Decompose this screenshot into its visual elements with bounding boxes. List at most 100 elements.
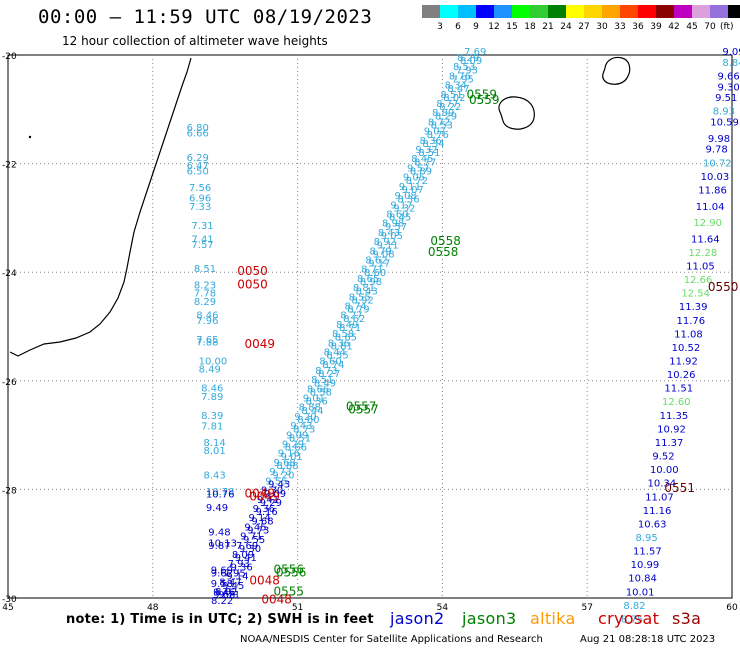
- time-label: 0049: [249, 489, 280, 503]
- track-value: 8.71: [361, 265, 383, 276]
- track-value: 8.98: [382, 219, 404, 230]
- track-value: 10.52: [672, 343, 701, 354]
- track-value: 8.34: [422, 139, 444, 150]
- track-value: 8.77: [414, 157, 436, 168]
- time-label: 0555: [273, 584, 304, 598]
- time-label: 0558: [428, 245, 459, 259]
- legend-swatch: [602, 5, 620, 18]
- track-value: 9.55: [243, 535, 265, 546]
- track-value: 6.47: [187, 161, 209, 172]
- track-value: 9.20: [294, 412, 316, 423]
- track-value: 12.66: [684, 275, 713, 286]
- track-value: 8.29: [457, 53, 479, 64]
- track-value: 8.65: [357, 274, 379, 285]
- legend-label: 33: [614, 22, 626, 32]
- legend-label: 9: [473, 22, 479, 32]
- track-value: 7.89: [201, 392, 223, 403]
- legend-swatch: [566, 5, 584, 18]
- track-value: 9.07: [424, 127, 446, 138]
- time-label: 0559: [469, 93, 500, 107]
- track-value: 9.98: [708, 134, 730, 145]
- track-value: 8.01: [203, 446, 225, 457]
- track-value: 9.05: [403, 173, 425, 184]
- track-value: 9.41: [235, 553, 257, 564]
- track-value: 11.37: [655, 438, 684, 449]
- track-value: 8.51: [440, 90, 462, 101]
- track-value: 9.69: [211, 566, 233, 577]
- legend-label: 3: [437, 22, 443, 32]
- track-value: 8.81: [353, 283, 375, 294]
- track-value: 8.29: [435, 111, 457, 122]
- track-value: 9.29: [260, 498, 282, 509]
- track-value: 8.79: [347, 305, 369, 316]
- track-value: 8.44: [324, 348, 346, 359]
- track-value: 10.92: [657, 424, 686, 435]
- track-value: 8.58: [310, 388, 332, 399]
- track-value: 8.60: [364, 268, 386, 279]
- legend-swatch: [584, 5, 602, 18]
- track-value: 8.65: [335, 332, 357, 343]
- track-value: 10.78: [206, 487, 235, 498]
- track-value: 9.36: [253, 504, 275, 515]
- reunion-island: [498, 96, 535, 130]
- track-value: 8.53: [453, 62, 475, 73]
- legend-label: 42: [668, 22, 680, 32]
- legend-label: 39: [650, 22, 662, 32]
- legend-swatch: [620, 5, 638, 18]
- islet-marker: [28, 135, 32, 139]
- track-value: 9.57: [385, 222, 407, 233]
- track-value: 7.93: [456, 65, 478, 76]
- track-value: 9.73: [269, 467, 291, 478]
- track-value: 9.07: [402, 185, 424, 196]
- track-value: 9.17: [390, 200, 412, 211]
- track-value: 11.08: [674, 329, 703, 340]
- track-value: 8.22: [439, 102, 461, 113]
- track-value: 8.02: [443, 93, 465, 104]
- track-value: 8.84: [722, 58, 740, 69]
- track-value: 8.45: [411, 154, 433, 165]
- lon-label: 54: [437, 603, 449, 613]
- time-label: 0550: [708, 280, 739, 294]
- track-value: 8.27: [340, 311, 362, 322]
- track-value: 8.47: [447, 84, 469, 95]
- track-value: 8.60: [319, 357, 341, 368]
- track-value: 9.17: [368, 259, 390, 270]
- track-value: 10.13: [208, 538, 237, 549]
- track-value: 9.45: [244, 522, 266, 533]
- time-label: 0556: [273, 563, 304, 577]
- satellite-cryosat: cryosat: [598, 609, 660, 628]
- lat-label: -26: [2, 378, 17, 388]
- track-value: 10.84: [628, 574, 657, 585]
- track-value: 7.41: [191, 234, 213, 245]
- track-value: 7.69: [464, 47, 486, 58]
- legend-swatch: [728, 5, 740, 18]
- legend-swatch: [422, 5, 440, 18]
- track-value: 9.41: [257, 495, 279, 506]
- satellite-altika: altika: [530, 609, 576, 628]
- track-value: 9.16: [256, 507, 278, 518]
- track-value: 8.14: [203, 438, 225, 449]
- track-value: 8.62: [343, 314, 365, 325]
- track-value: 8.93: [713, 107, 735, 118]
- track-value: 9.36: [230, 562, 252, 573]
- track-value: 8.88: [299, 403, 321, 414]
- track-value: 8.23: [194, 280, 216, 291]
- track-value: 10.01: [626, 587, 655, 598]
- track-value: 8.29: [194, 297, 216, 308]
- time-label: 0050: [237, 277, 268, 291]
- map-frame: [7, 54, 733, 599]
- page-title: 00:00 – 11:59 UTC 08/19/2023: [38, 6, 373, 28]
- time-label: 0557: [348, 402, 379, 416]
- legend-swatch: [656, 5, 674, 18]
- track-value: 8.55: [326, 351, 348, 362]
- track-value: 8.82: [623, 601, 645, 612]
- legend-swatch: [638, 5, 656, 18]
- track-value: 8.49: [314, 378, 336, 389]
- legend-swatch: [548, 5, 566, 18]
- track-value: 10.00: [650, 465, 679, 476]
- track-value: 11.39: [679, 302, 708, 313]
- track-value: 7.65: [196, 335, 218, 346]
- track-value: 8.73: [315, 366, 337, 377]
- lat-label: -20: [2, 52, 17, 62]
